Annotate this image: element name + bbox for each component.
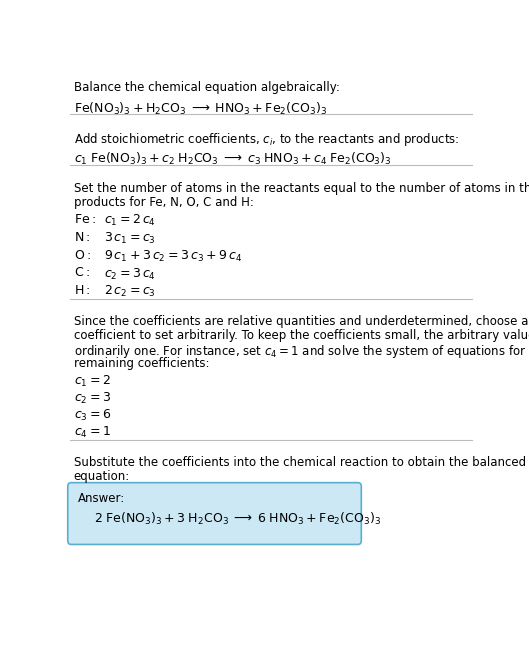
Text: ordinarily one. For instance, set $c_4 = 1$ and solve the system of equations fo: ordinarily one. For instance, set $c_4 =… [74,343,529,360]
Text: equation:: equation: [74,470,130,483]
Text: $c_2 = 3$: $c_2 = 3$ [74,391,111,406]
Text: $\mathrm{C:}$: $\mathrm{C:}$ [74,267,89,280]
Text: coefficient to set arbitrarily. To keep the coefficients small, the arbitrary va: coefficient to set arbitrarily. To keep … [74,329,529,342]
Text: $\mathrm{O:}$: $\mathrm{O:}$ [74,248,90,261]
Text: $\mathrm{Fe(NO_3)_3 + H_2CO_3 \;\longrightarrow\; HNO_3 + Fe_2(CO_3)_3}$: $\mathrm{Fe(NO_3)_3 + H_2CO_3 \;\longrig… [74,101,326,117]
Text: remaining coefficients:: remaining coefficients: [74,357,209,370]
Text: $c_2 = 3\,c_4$: $c_2 = 3\,c_4$ [104,267,156,281]
Text: Since the coefficients are relative quantities and underdetermined, choose a: Since the coefficients are relative quan… [74,315,528,328]
Text: $c_1\;\mathrm{Fe(NO_3)_3} + c_2\;\mathrm{H_2CO_3} \;\longrightarrow\; c_3\;\math: $c_1\;\mathrm{Fe(NO_3)_3} + c_2\;\mathrm… [74,151,391,167]
Text: $9\,c_1 + 3\,c_2 = 3\,c_3 + 9\,c_4$: $9\,c_1 + 3\,c_2 = 3\,c_3 + 9\,c_4$ [104,248,242,263]
Text: products for Fe, N, O, C and H:: products for Fe, N, O, C and H: [74,195,253,209]
Text: $c_1 = 2$: $c_1 = 2$ [74,374,110,389]
Text: $\mathrm{Fe:}$: $\mathrm{Fe:}$ [74,213,96,226]
Text: Substitute the coefficients into the chemical reaction to obtain the balanced: Substitute the coefficients into the che… [74,455,526,469]
Text: Add stoichiometric coefficients, $c_i$, to the reactants and products:: Add stoichiometric coefficients, $c_i$, … [74,131,459,148]
FancyBboxPatch shape [68,483,361,544]
Text: Set the number of atoms in the reactants equal to the number of atoms in the: Set the number of atoms in the reactants… [74,182,529,195]
Text: $\mathrm{H:}$: $\mathrm{H:}$ [74,285,90,298]
Text: $c_4 = 1$: $c_4 = 1$ [74,425,111,440]
Text: Balance the chemical equation algebraically:: Balance the chemical equation algebraica… [74,81,340,94]
Text: $2\,c_2 = c_3$: $2\,c_2 = c_3$ [104,285,156,300]
Text: Answer:: Answer: [78,492,125,505]
Text: $3\,c_1 = c_3$: $3\,c_1 = c_3$ [104,230,156,246]
Text: $\mathrm{N:}$: $\mathrm{N:}$ [74,230,90,243]
Text: $c_3 = 6$: $c_3 = 6$ [74,408,111,423]
Text: $2\;\mathrm{Fe(NO_3)_3} + 3\;\mathrm{H_2CO_3} \;\longrightarrow\; 6\;\mathrm{HNO: $2\;\mathrm{Fe(NO_3)_3} + 3\;\mathrm{H_2… [94,510,381,527]
Text: $c_1 = 2\,c_4$: $c_1 = 2\,c_4$ [104,213,156,228]
